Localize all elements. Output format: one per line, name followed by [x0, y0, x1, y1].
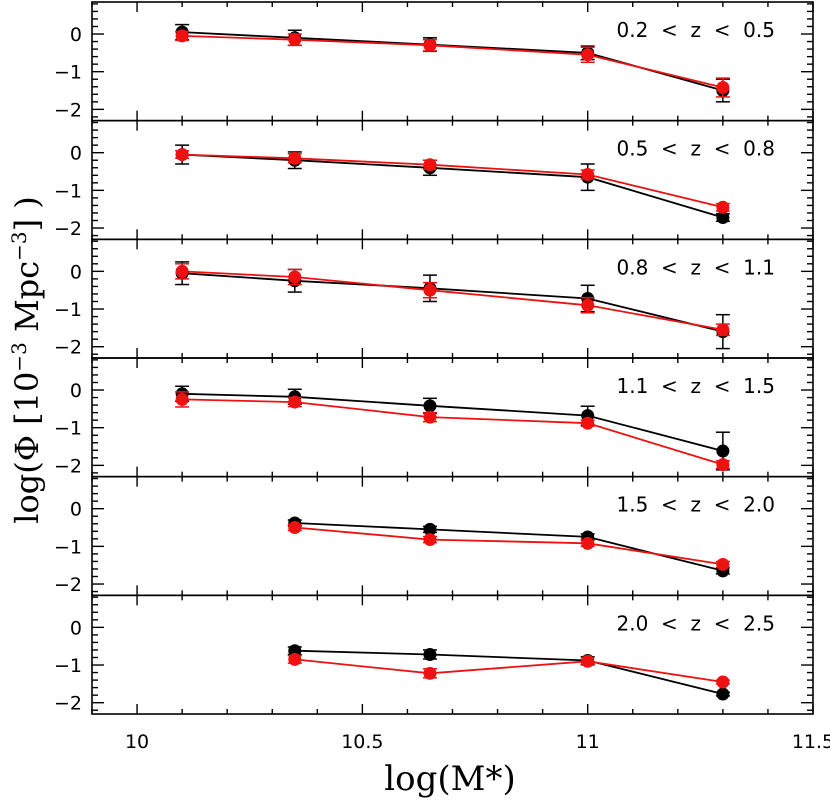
data-point	[716, 444, 730, 458]
series-line	[182, 272, 724, 333]
panels-group: 0 −1 −2 0.2 < z < 0.5 0 −1 −2 0.5 < z < 0.8 0 −1 −…	[54, 1, 814, 715]
data-point	[288, 151, 302, 165]
y-tick-label: 0	[70, 143, 82, 165]
y-tick-label: 0	[70, 380, 82, 402]
y-tick-label: −1	[54, 299, 82, 321]
data-point	[175, 148, 189, 162]
panel-label: 2.0 < z < 2.5	[617, 611, 776, 635]
y-tick-label: −2	[54, 218, 82, 240]
data-point	[581, 298, 595, 312]
series-line	[182, 270, 724, 331]
x-tick-label: 11.5	[792, 731, 830, 753]
panel-label: 0.5 < z < 0.8	[617, 137, 776, 161]
series-red	[175, 263, 730, 337]
data-point	[716, 81, 730, 95]
data-point	[423, 399, 437, 413]
y-tick-label: 0	[70, 261, 82, 283]
y-tick-label: −1	[54, 180, 82, 202]
data-point	[716, 557, 730, 571]
data-point	[423, 522, 437, 536]
data-point	[716, 675, 730, 689]
data-point	[581, 48, 595, 62]
series-black	[175, 385, 730, 471]
data-point	[175, 29, 189, 43]
data-point	[423, 647, 437, 661]
y-tick-label: −1	[54, 62, 82, 84]
data-point	[716, 323, 730, 337]
series-line	[294, 658, 724, 683]
panel-5: 0 −1 −2 1.5 < z < 2.0	[54, 475, 814, 597]
y-axis-title-sup: −3	[7, 342, 31, 371]
data-point	[288, 521, 302, 535]
data-point	[581, 168, 595, 182]
data-point	[175, 264, 189, 278]
series-black	[287, 516, 730, 578]
data-point	[716, 210, 730, 224]
data-point	[716, 458, 730, 472]
y-axis-title-sup2: −3	[7, 231, 31, 260]
x-tick-label: 10	[125, 731, 149, 753]
panel-label: 1.1 < z < 1.5	[617, 374, 776, 398]
panel-6: 0 −1 −2 2.0 < z < 2.5	[54, 594, 814, 715]
data-point	[175, 392, 189, 406]
series-line	[294, 526, 724, 566]
panel-label: 0.2 < z < 0.5	[617, 18, 776, 42]
series-line	[294, 649, 724, 695]
y-axis-title-suffix: ] )	[8, 196, 46, 231]
panel-label: 0.8 < z < 1.1	[617, 255, 776, 279]
series-line	[182, 153, 724, 209]
data-point	[288, 33, 302, 47]
y-tick-label: −1	[54, 536, 82, 558]
x-axis-tick-labels: 10 10.5 11 11.5	[125, 731, 830, 753]
y-axis-title-mid: Mpc	[8, 261, 46, 342]
panel-1: 0 −1 −2 0.2 < z < 0.5	[54, 1, 814, 122]
series-line	[294, 522, 724, 572]
y-tick-label: 0	[70, 617, 82, 639]
series-red	[287, 652, 730, 689]
series-line	[182, 35, 724, 89]
series-red	[175, 391, 730, 472]
data-point	[423, 283, 437, 297]
data-point	[288, 395, 302, 409]
data-point	[581, 654, 595, 668]
y-tick-label: 0	[70, 24, 82, 46]
series-red	[175, 29, 730, 98]
data-point	[423, 533, 437, 547]
y-tick-label: −2	[54, 99, 82, 121]
series-red	[175, 148, 730, 214]
y-tick-label: −1	[54, 655, 82, 677]
data-point	[716, 687, 730, 701]
y-tick-label: −1	[54, 418, 82, 440]
series-red	[287, 521, 730, 571]
panel-4: 0 −1 −2 1.1 < z < 1.5	[54, 357, 814, 478]
data-point	[581, 416, 595, 430]
y-tick-label: −2	[54, 574, 82, 596]
y-tick-label: −2	[54, 337, 82, 359]
y-axis-title: log(Φ [10−3 Mpc−3] )	[7, 196, 46, 524]
series-line	[182, 153, 724, 219]
panel-label: 1.5 < z < 2.0	[617, 493, 776, 517]
data-point	[423, 158, 437, 172]
data-point	[423, 666, 437, 680]
data-point	[716, 200, 730, 214]
series-line	[182, 398, 724, 466]
y-tick-label: −2	[54, 455, 82, 477]
data-point	[288, 652, 302, 666]
x-tick-label: 10.5	[341, 731, 383, 753]
panel-2: 0 −1 −2 0.5 < z < 0.8	[54, 119, 814, 241]
data-point	[288, 270, 302, 284]
y-tick-label: −2	[54, 693, 82, 715]
data-point	[423, 38, 437, 52]
data-point	[581, 536, 595, 550]
y-tick-label: 0	[70, 499, 82, 521]
panel-3: 0 −1 −2 0.8 < z < 1.1	[54, 238, 814, 359]
data-point	[423, 410, 437, 424]
x-axis-title: log(M*)	[384, 759, 515, 799]
x-tick-label: 11	[576, 731, 600, 753]
series-line	[182, 392, 724, 452]
y-axis-title-prefix: log(Φ [10	[8, 372, 46, 524]
